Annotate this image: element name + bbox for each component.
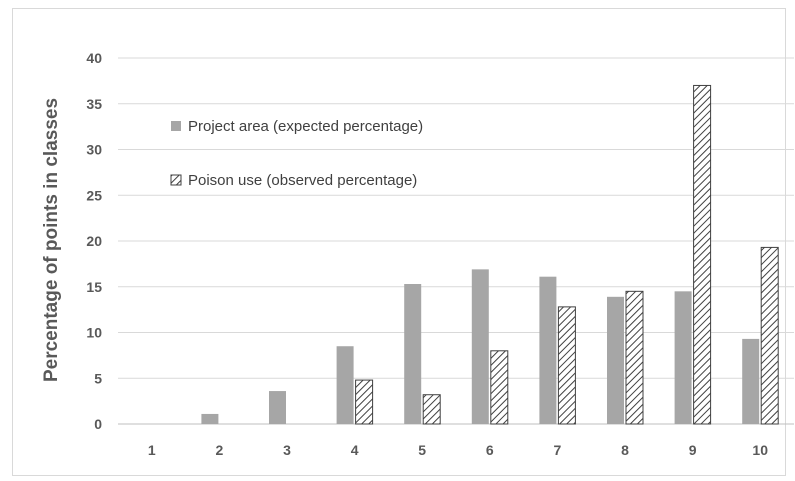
x-tick-label: 6 — [486, 442, 494, 458]
legend-label-project-area: Project area (expected percentage) — [188, 118, 423, 135]
x-tick-label: 8 — [621, 442, 629, 458]
x-tick-label: 9 — [689, 442, 697, 458]
bar-project-area — [471, 269, 489, 424]
y-tick-label: 20 — [86, 233, 102, 249]
x-tick-label: 7 — [554, 442, 562, 458]
y-axis-label: Percentage of points in classes — [41, 98, 62, 382]
y-tick-label: 35 — [86, 96, 102, 112]
x-axis-ticks: 1 2 3 4 5 6 7 8 9 10 — [148, 442, 768, 458]
bar-poison-use — [557, 306, 576, 425]
bar-poison-use — [760, 246, 779, 425]
legend-swatch-poison-use — [170, 174, 182, 186]
bar-project-area — [539, 276, 557, 424]
y-tick-label: 30 — [86, 142, 102, 158]
legend: Project area (expected percentage) Poison… — [170, 118, 423, 189]
bar-poison-use — [693, 84, 712, 425]
x-tick-label: 3 — [283, 442, 291, 458]
y-tick-label: 25 — [86, 187, 102, 203]
bar-poison-use — [490, 350, 509, 425]
bars — [201, 84, 779, 425]
bar-project-area — [607, 296, 624, 424]
y-tick-label: 10 — [86, 325, 102, 341]
x-tick-label: 5 — [418, 442, 426, 458]
x-tick-label: 2 — [216, 442, 224, 458]
bar-project-area — [742, 338, 760, 424]
x-tick-label: 1 — [148, 442, 156, 458]
bar-poison-use — [355, 379, 374, 425]
bar-poison-use — [422, 394, 441, 425]
bar-project-area — [201, 413, 219, 424]
y-axis-ticks: 0 5 10 15 20 25 30 35 40 — [86, 50, 102, 432]
gridlines — [118, 57, 794, 425]
chart-frame — [12, 8, 786, 476]
bar-project-area — [336, 346, 354, 424]
y-tick-label: 40 — [86, 50, 102, 66]
legend-swatch-project-area — [171, 121, 181, 131]
y-tick-label: 15 — [86, 279, 102, 295]
x-tick-label: 10 — [752, 442, 768, 458]
x-tick-label: 4 — [351, 442, 359, 458]
y-tick-label: 0 — [94, 416, 102, 432]
bar-project-area — [404, 284, 422, 424]
y-tick-label: 5 — [94, 370, 102, 386]
bar-poison-use — [625, 290, 644, 425]
legend-label-poison-use: Poison use (observed percentage) — [188, 172, 417, 189]
bar-project-area — [269, 391, 286, 424]
bar-project-area — [674, 291, 692, 424]
